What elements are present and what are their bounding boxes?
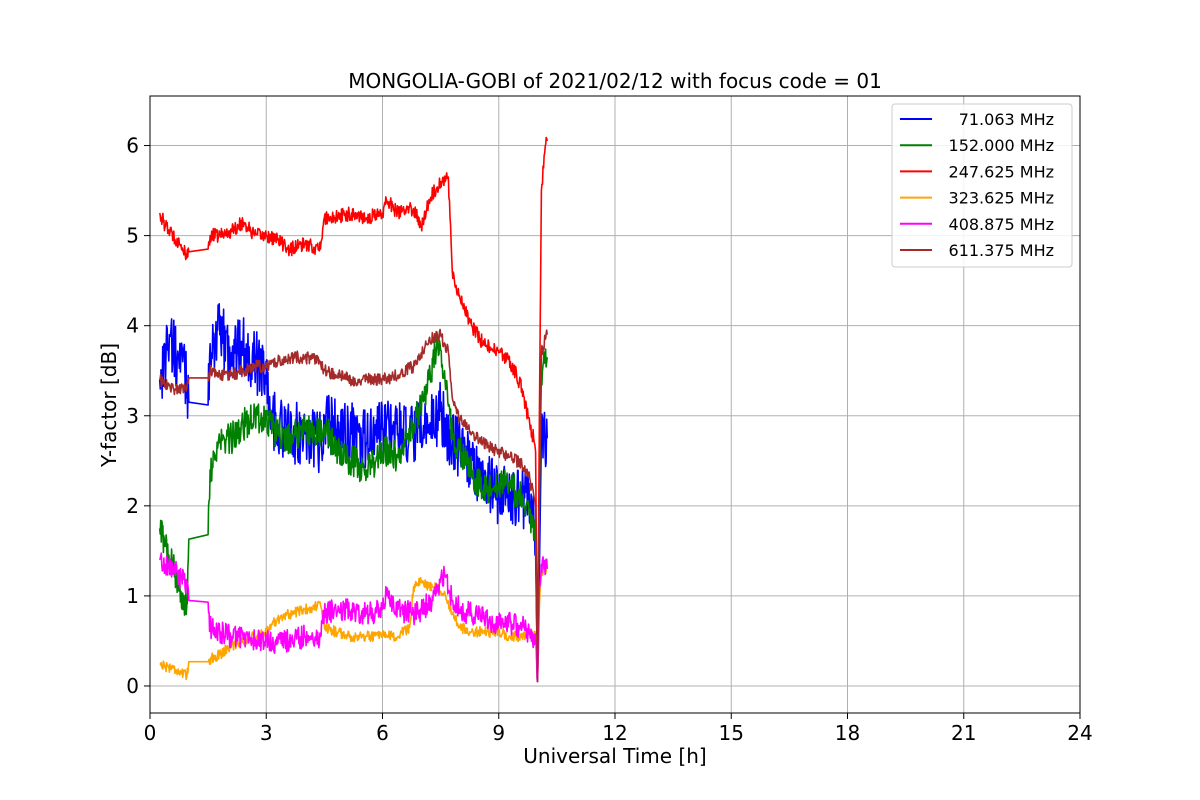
- legend-box: [891, 103, 1073, 268]
- y-tick-label: 4: [126, 314, 139, 338]
- x-tick-label: 18: [835, 721, 860, 745]
- y-tick-label: 5: [126, 224, 139, 248]
- y-tick-label: 3: [126, 404, 139, 428]
- x-tick-label: 9: [492, 721, 505, 745]
- x-tick-label: 3: [260, 721, 273, 745]
- y-tick-label: 2: [126, 494, 139, 518]
- y-axis: 0 1 2 3 4 5 6: [126, 134, 150, 698]
- y-tick-label: 6: [126, 134, 139, 158]
- x-tick-label: 0: [144, 721, 157, 745]
- y-tick-label: 1: [126, 584, 139, 608]
- legend-label: 408.875 MHz: [949, 215, 1054, 234]
- x-tick-label: 24: [1067, 721, 1092, 745]
- series-line: [158, 328, 548, 683]
- y-tick-label: 0: [126, 674, 139, 698]
- legend-label: 152.000 MHz: [949, 136, 1054, 155]
- series-layer: [158, 136, 548, 683]
- series-line: [158, 136, 548, 683]
- series-line: [158, 552, 548, 683]
- x-tick-label: 15: [719, 721, 744, 745]
- legend-label: 323.625 MHz: [949, 189, 1054, 208]
- x-axis: 0 3 6 9 12 15 18 21 24: [144, 713, 1093, 745]
- series-line: [159, 563, 548, 683]
- x-tick-label: 6: [376, 721, 389, 745]
- legend: 71.063 MHz 152.000 MHz 247.625 MHz 323.625 …: [891, 103, 1073, 268]
- chart-title: MONGOLIA-GOBI of 2021/02/12 with focus c…: [348, 69, 882, 93]
- x-axis-label: Universal Time [h]: [523, 744, 706, 768]
- series-line: [158, 303, 548, 683]
- y-axis-label: Y-factor [dB]: [97, 343, 121, 468]
- legend-label: 247.625 MHz: [949, 162, 1054, 181]
- x-tick-label: 12: [602, 721, 627, 745]
- legend-label: 611.375 MHz: [949, 241, 1054, 260]
- series-line: [158, 333, 548, 683]
- x-tick-label: 21: [951, 721, 976, 745]
- legend-label: 71.063 MHz: [959, 110, 1054, 129]
